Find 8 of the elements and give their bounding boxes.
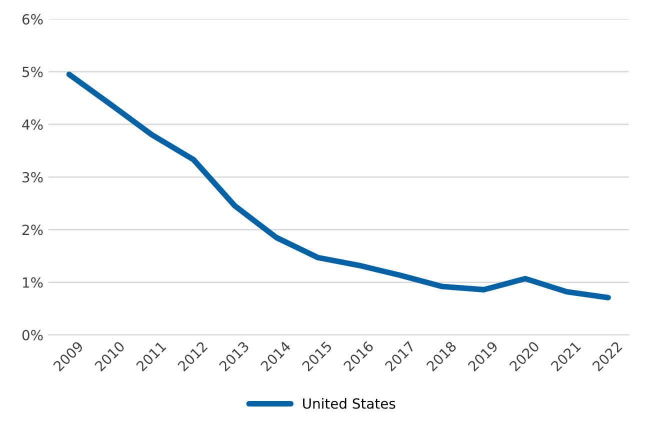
y-tick-label: 6% (22, 14, 43, 25)
legend-label: United States (303, 398, 396, 409)
y-tick-label: 1% (23, 277, 43, 288)
y-tick-label: 5% (22, 66, 43, 78)
y-tick-label: 4% (22, 119, 43, 130)
y-tick-label: 3% (22, 172, 43, 182)
y-tick-label: 2% (22, 224, 43, 236)
y-tick-label: 0% (22, 330, 43, 340)
